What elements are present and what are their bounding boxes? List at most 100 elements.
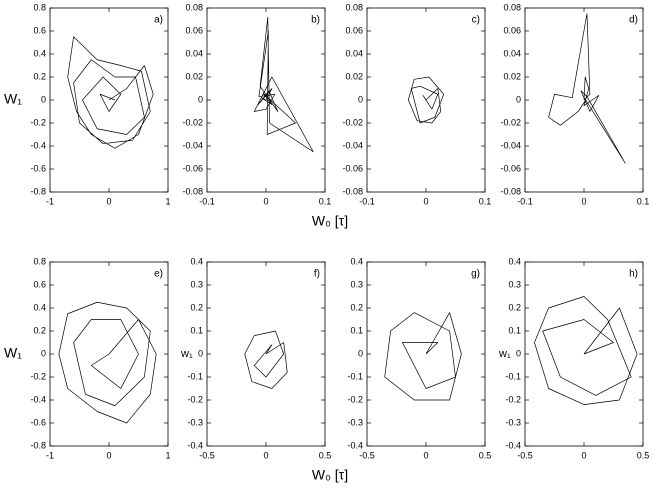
- y-tick-label: 0.4: [350, 256, 363, 266]
- trajectory: [67, 36, 154, 149]
- y-tick-label: -0.02: [182, 117, 203, 127]
- y-tick-label: 0.4: [190, 256, 203, 266]
- y-tick-label: 0.4: [33, 48, 46, 58]
- trajectory: [407, 76, 445, 124]
- y-tick-label: -0.1: [347, 371, 363, 381]
- x-tick-label: -0.1: [517, 196, 533, 206]
- y-tick-label: 0.08: [503, 2, 521, 12]
- y-tick-label: -0.8: [30, 186, 46, 196]
- y-tick-label: -0.2: [30, 117, 46, 127]
- y-tick-label: -0.04: [500, 140, 521, 150]
- y-tick-label: 0.6: [33, 25, 46, 35]
- y-tick-label: -0.08: [182, 186, 203, 196]
- y-tick-label: 0.8: [33, 256, 46, 266]
- y-tick-label: 0.4: [33, 302, 46, 312]
- plot-area: [407, 76, 445, 124]
- plot-area: [67, 36, 154, 149]
- axes-box: [206, 7, 326, 193]
- y-tick-label: 0.1: [190, 325, 203, 335]
- y-tick-label: -0.1: [187, 371, 203, 381]
- trajectory: [548, 13, 626, 164]
- axes-box: [524, 261, 644, 447]
- y-tick-label: -0.2: [187, 394, 203, 404]
- x-tick-label: -0.5: [359, 450, 375, 460]
- plot-area: [58, 301, 157, 424]
- y-tick-label: -0.3: [505, 417, 521, 427]
- x-tick-label: -1: [46, 196, 54, 206]
- y-tick-label: -0.2: [347, 394, 363, 404]
- y-tick-label: 0.02: [185, 71, 203, 81]
- y-axis-label: w₁: [498, 348, 511, 360]
- y-tick-label: -0.4: [347, 440, 363, 450]
- x-tick-label: 0.5: [637, 450, 650, 460]
- x-tick-label: 0: [581, 196, 586, 206]
- panel-label: c): [472, 15, 480, 26]
- trajectory: [244, 330, 288, 389]
- x-tick-label: 0.1: [319, 196, 332, 206]
- y-tick-label: 0.06: [345, 25, 363, 35]
- plot-area: [548, 13, 626, 164]
- y-tick-label: -0.6: [30, 417, 46, 427]
- y-tick-label: -0.4: [30, 394, 46, 404]
- y-tick-label: 0.06: [185, 25, 203, 35]
- y-tick-label: 0.2: [33, 71, 46, 81]
- y-tick-label: 0: [198, 348, 203, 358]
- trajectory: [384, 312, 462, 401]
- axes-box: [206, 261, 326, 447]
- y-tick-label: -0.02: [342, 117, 363, 127]
- y-tick-label: 0: [198, 94, 203, 104]
- y-tick-label: -0.6: [30, 163, 46, 173]
- panel-label: d): [629, 15, 638, 26]
- trajectory: [58, 301, 157, 424]
- plot-area: [384, 312, 462, 401]
- y-tick-label: 0.02: [503, 71, 521, 81]
- x-tick-label: 0.1: [479, 196, 492, 206]
- y-tick-label: -0.3: [347, 417, 363, 427]
- y-tick-label: 0.06: [503, 25, 521, 35]
- panel-label: g): [471, 269, 480, 280]
- plot-area: [253, 16, 314, 153]
- plot-area: [534, 296, 638, 405]
- x-tick-label: -0.1: [199, 196, 215, 206]
- panel-label: f): [314, 269, 320, 280]
- y-tick-label: 0: [516, 94, 521, 104]
- y-tick-label: -0.08: [342, 186, 363, 196]
- x-tick-label: 0.5: [479, 450, 492, 460]
- y-tick-label: 0: [516, 348, 521, 358]
- y-tick-label: -0.06: [182, 163, 203, 173]
- y-tick-label: 0.8: [33, 2, 46, 12]
- y-tick-label: 0.02: [345, 71, 363, 81]
- y-tick-label: -0.04: [342, 140, 363, 150]
- axes-box: [366, 261, 486, 447]
- plot-area: [244, 330, 288, 389]
- x-tick-label: 1: [165, 196, 170, 206]
- panel-label: a): [154, 15, 163, 26]
- x-tick-label: -0.5: [517, 450, 533, 460]
- y-tick-label: 0.1: [508, 325, 521, 335]
- x-axis-label: W₀ [τ]: [312, 467, 348, 483]
- y-tick-label: -0.1: [505, 371, 521, 381]
- x-tick-label: 0: [106, 450, 111, 460]
- y-tick-label: 0.2: [508, 302, 521, 312]
- y-tick-label: 0.04: [185, 48, 203, 58]
- y-tick-label: -0.4: [187, 440, 203, 450]
- axes-box: [366, 7, 486, 193]
- y-tick-label: -0.08: [500, 186, 521, 196]
- y-tick-label: 0.3: [350, 279, 363, 289]
- axes-box: [49, 261, 169, 447]
- trajectory: [253, 16, 314, 153]
- y-tick-label: -0.2: [30, 371, 46, 381]
- y-tick-label: 0: [41, 94, 46, 104]
- x-tick-label: 0.5: [319, 450, 332, 460]
- y-tick-label: 0.3: [190, 279, 203, 289]
- x-tick-label: 0: [106, 196, 111, 206]
- axes-box: [49, 7, 169, 193]
- y-tick-label: -0.06: [500, 163, 521, 173]
- x-tick-label: 0.1: [637, 196, 650, 206]
- y-tick-label: 0.08: [185, 2, 203, 12]
- y-tick-label: -0.3: [187, 417, 203, 427]
- y-tick-label: -0.04: [182, 140, 203, 150]
- x-tick-label: 0: [581, 450, 586, 460]
- y-tick-label: 0.2: [350, 302, 363, 312]
